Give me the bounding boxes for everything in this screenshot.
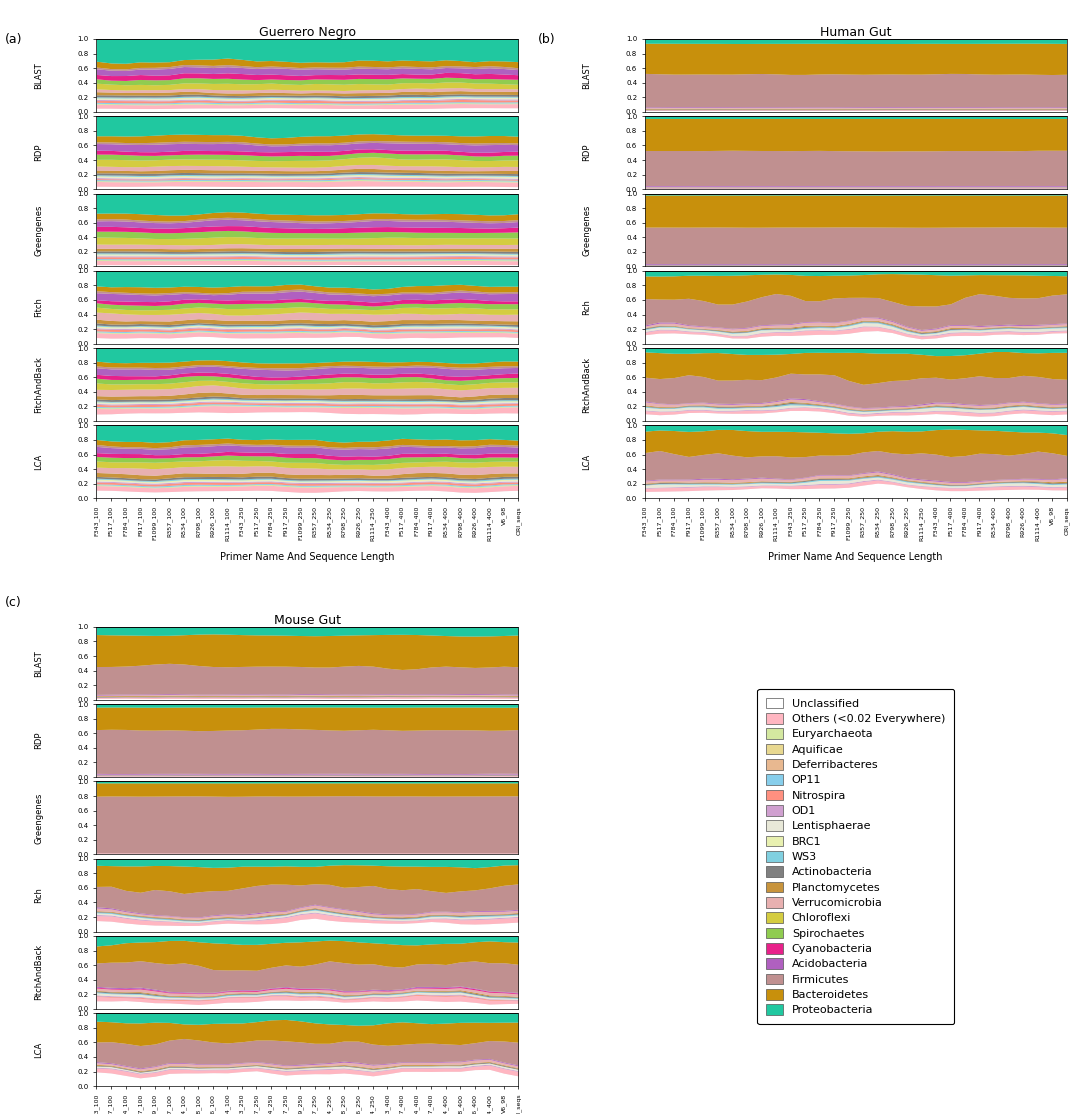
Text: (b): (b): [538, 33, 555, 47]
Y-axis label: RtchAndBack: RtchAndBack: [34, 945, 43, 1000]
Y-axis label: LCA: LCA: [34, 453, 43, 470]
Y-axis label: LCA: LCA: [582, 453, 592, 470]
Text: (c): (c): [5, 596, 23, 609]
Y-axis label: RDP: RDP: [34, 732, 43, 750]
Y-axis label: Fitch: Fitch: [34, 297, 43, 317]
Y-axis label: LCA: LCA: [34, 1042, 43, 1058]
Y-axis label: Greengenes: Greengenes: [582, 204, 592, 256]
Y-axis label: BLAST: BLAST: [34, 62, 43, 89]
Y-axis label: Greengenes: Greengenes: [34, 204, 43, 256]
Title: Guerrero Negro: Guerrero Negro: [258, 26, 356, 39]
Y-axis label: Greengenes: Greengenes: [34, 792, 43, 843]
Y-axis label: RtchAndBack: RtchAndBack: [582, 356, 592, 412]
Title: Human Gut: Human Gut: [820, 26, 892, 39]
Y-axis label: BLAST: BLAST: [34, 649, 43, 676]
Text: (a): (a): [5, 33, 23, 47]
Title: Mouse Gut: Mouse Gut: [273, 614, 341, 627]
X-axis label: Primer Name And Sequence Length: Primer Name And Sequence Length: [769, 551, 943, 561]
Legend: Unclassified, Others (<0.02 Everywhere), Euryarchaeota, Aquificae, Deferribacter: Unclassified, Others (<0.02 Everywhere),…: [758, 688, 954, 1024]
Y-axis label: Rch: Rch: [582, 300, 592, 315]
Y-axis label: RDP: RDP: [34, 144, 43, 162]
Y-axis label: BLAST: BLAST: [582, 62, 592, 89]
Y-axis label: Rch: Rch: [34, 887, 43, 903]
Y-axis label: FitchAndBack: FitchAndBack: [34, 356, 43, 413]
Y-axis label: RDP: RDP: [582, 144, 592, 162]
X-axis label: Primer Name And Sequence Length: Primer Name And Sequence Length: [220, 551, 394, 561]
